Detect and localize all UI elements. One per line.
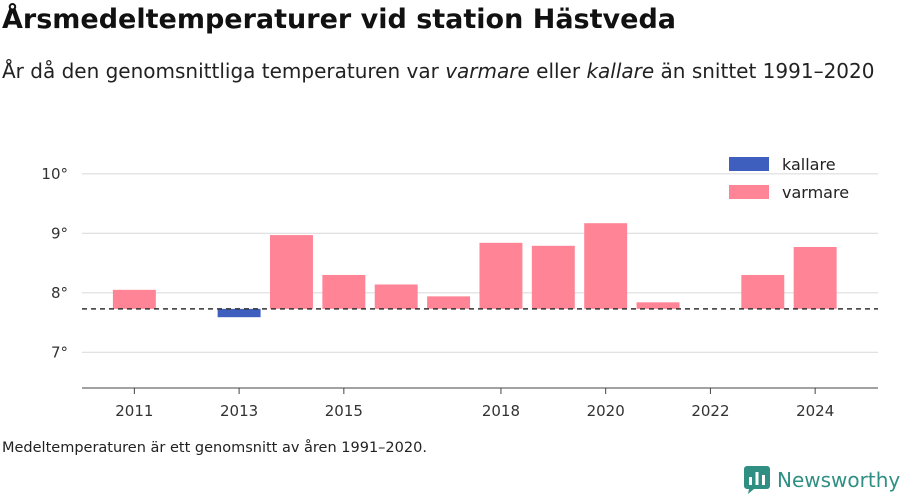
legend-label-varmare: varmare <box>782 183 849 202</box>
x-tick-label: 2013 <box>220 402 258 420</box>
subtitle-warm-word: varmare <box>445 59 530 83</box>
x-tick-label: 2015 <box>325 402 363 420</box>
bar-varmare-2024 <box>793 246 837 309</box>
legend-swatch-varmare <box>729 185 769 199</box>
bar-varmare-2020 <box>584 223 628 309</box>
subtitle-text-2: eller <box>529 59 587 83</box>
y-tick-label: 9° <box>51 224 68 242</box>
subtitle-text-1: År då den genomsnittliga temperaturen va… <box>2 59 446 83</box>
subtitle-text-3: än snittet 1991–2020 <box>654 59 875 83</box>
bar-varmare-2019 <box>531 245 575 309</box>
x-tick-label: 2018 <box>482 402 520 420</box>
brand-logo[interactable]: Newsworthy <box>744 466 900 494</box>
x-tick-label: 2011 <box>115 402 153 420</box>
x-tick-label: 2024 <box>796 402 834 420</box>
bar-chart-logo-icon <box>744 466 770 494</box>
x-tick-label: 2020 <box>587 402 625 420</box>
bar-varmare-2023 <box>741 274 785 309</box>
footnote: Medeltemperaturen är ett genomsnitt av å… <box>2 440 427 456</box>
bar-chart: 7° 8° 9° 10° 2011 2013 2015 2018 2020 2022 2024 kal… <box>41 155 878 420</box>
subtitle-cold-word: kallare <box>586 59 655 83</box>
y-tick-label: 10° <box>41 165 68 183</box>
bar-varmare-2021 <box>636 302 680 309</box>
bar-varmare-2014 <box>270 235 313 309</box>
y-tick-label: 8° <box>51 284 68 302</box>
bar-varmare-2016 <box>374 284 418 309</box>
bar-varmare-2015 <box>322 274 366 309</box>
x-tick-label: 2022 <box>691 402 729 420</box>
chart-title: Årsmedeltemperaturer vid station Hästved… <box>2 4 676 35</box>
brand-name: Newsworthy <box>777 468 900 492</box>
y-tick-label: 7° <box>51 343 68 361</box>
chart-subtitle: År då den genomsnittliga temperaturen va… <box>2 56 882 87</box>
bar-varmare-2011 <box>112 289 156 309</box>
legend-label-kallare: kallare <box>782 155 836 174</box>
bar-varmare-2018 <box>479 242 523 309</box>
bar-kallare-2013 <box>217 308 261 318</box>
legend-swatch-kallare <box>729 157 769 171</box>
bar-varmare-2017 <box>427 296 471 309</box>
